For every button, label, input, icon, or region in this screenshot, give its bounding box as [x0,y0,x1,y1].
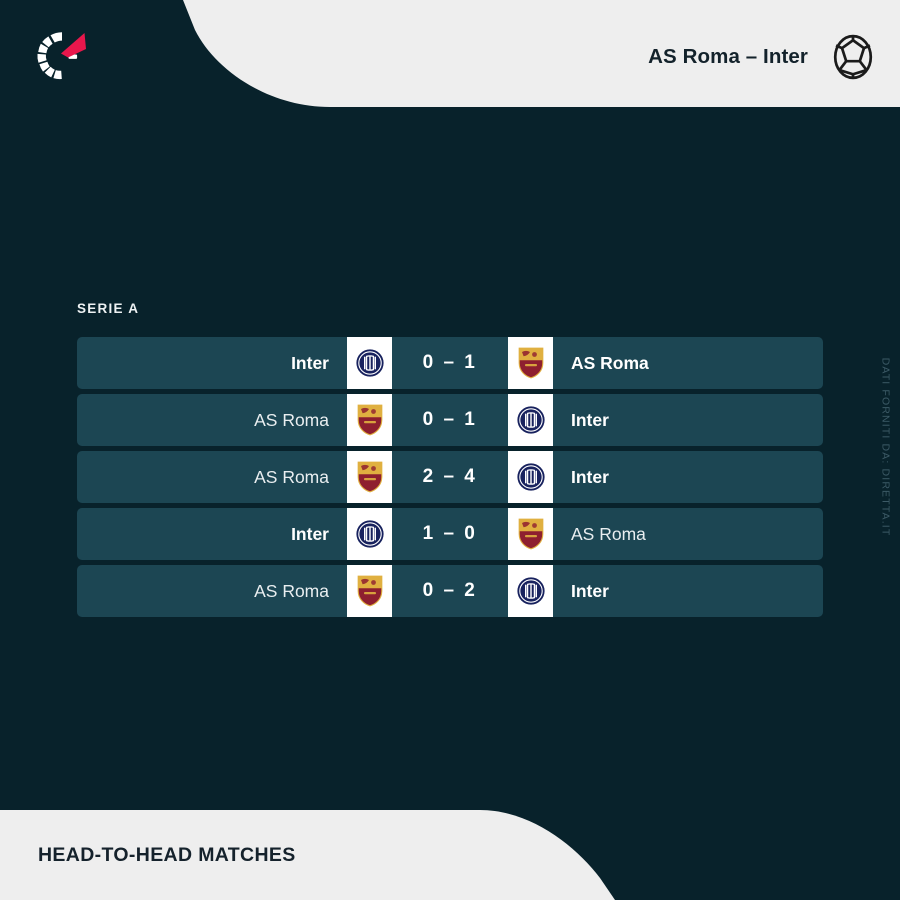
header-right-group: AS Roma – Inter [648,0,882,114]
head-to-head-match-list: Inter 0 – 1 [77,337,823,622]
match-score: 0 – 1 [422,352,478,373]
source-credit-text: DATI FORNITI DA: DIRETTA.IT [879,357,892,537]
roma-badge [508,337,553,389]
roma-badge [347,565,392,617]
table-row[interactable]: Inter 0 – 1 [77,337,823,389]
inter-badge [508,451,553,503]
flashscore-speedometer-logo[interactable] [28,27,90,85]
home-team-name: Inter [291,523,329,544]
source-credit: DATI FORNITI DA: DIRETTA.IT [874,332,896,562]
match-score: 1 – 0 [422,523,478,544]
table-row[interactable]: AS Roma 0 – 2 [77,565,823,617]
football-ball-icon [830,34,876,80]
page-title: AS Roma – Inter [648,45,808,68]
footer-title: HEAD-TO-HEAD MATCHES [38,843,296,866]
table-row[interactable]: Inter 1 – 0 [77,508,823,560]
home-team-name: AS Roma [254,409,329,430]
footer-band [0,800,900,900]
inter-badge [508,565,553,617]
roma-badge [347,394,392,446]
match-score: 2 – 4 [422,466,478,487]
home-team-name: AS Roma [254,466,329,487]
roma-badge [347,451,392,503]
home-team-name: AS Roma [254,580,329,601]
header-band [0,0,900,114]
inter-badge [347,337,392,389]
inter-badge [347,508,392,560]
away-team-name: Inter [571,466,609,487]
away-team-name: Inter [571,580,609,601]
table-row[interactable]: AS Roma 0 – 1 [77,394,823,446]
match-score: 0 – 1 [422,409,478,430]
away-team-name: AS Roma [571,523,646,544]
inter-badge [508,394,553,446]
table-row[interactable]: AS Roma 2 – 4 [77,451,823,503]
away-team-name: Inter [571,409,609,430]
match-score: 0 – 2 [422,580,478,601]
home-team-name: Inter [291,352,329,373]
away-team-name: AS Roma [571,352,649,373]
roma-badge [508,508,553,560]
competition-label: SERIE A [77,301,140,316]
